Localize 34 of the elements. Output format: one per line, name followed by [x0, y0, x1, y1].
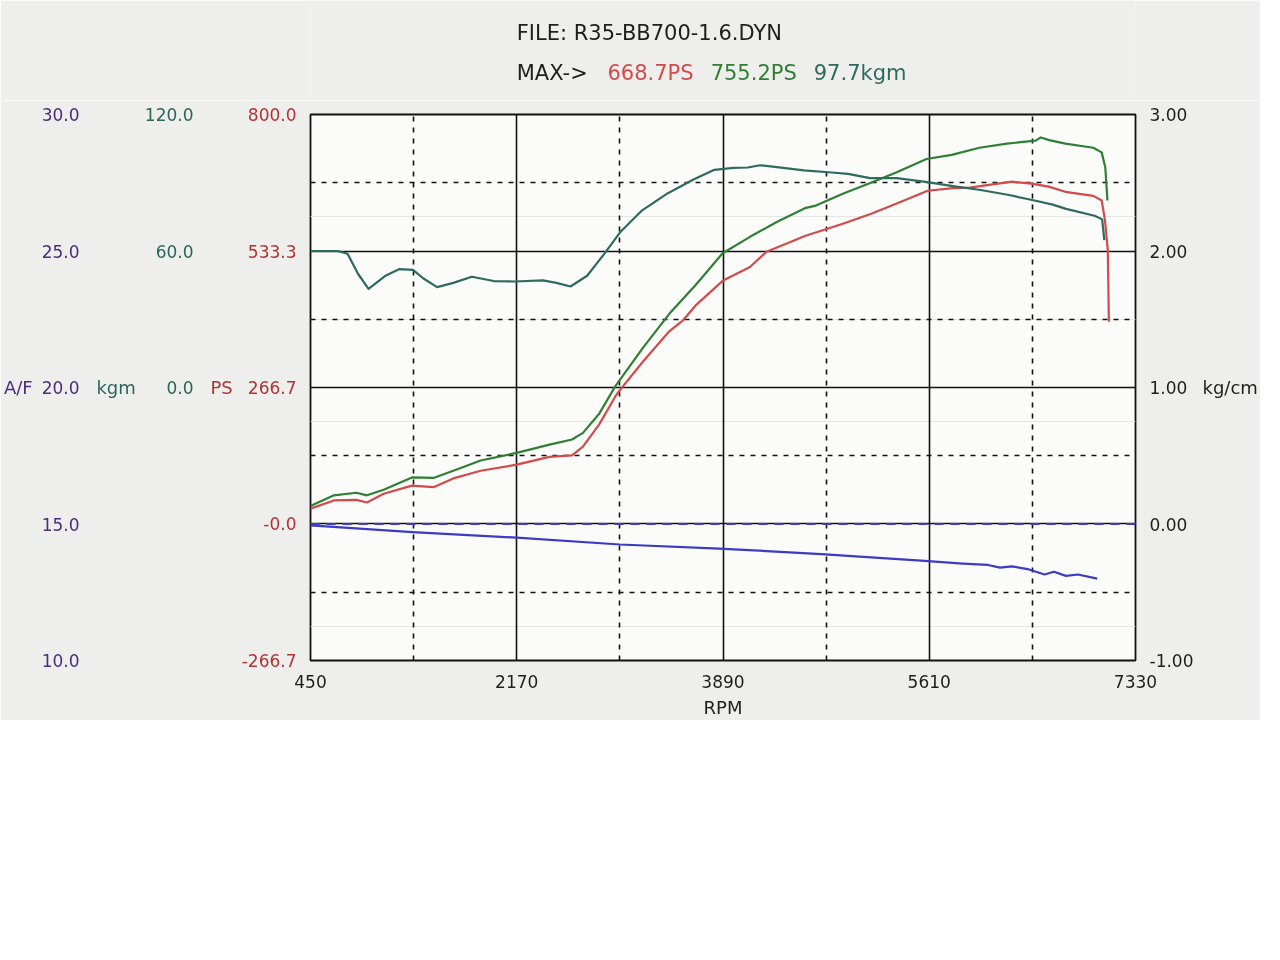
- y3-axis-title: kgm: [96, 377, 136, 398]
- y3-tick-label: 120.0: [144, 105, 194, 125]
- text: 755.2PS: [710, 60, 797, 85]
- y-tick-label: 266.7: [247, 377, 297, 398]
- y-tick-label: 533.3: [247, 241, 297, 262]
- text: 25.0: [41, 241, 80, 262]
- y3-tick-label: 60.0: [155, 241, 194, 262]
- y-tick-label: -0.0: [263, 514, 297, 535]
- chart-title: FILE: R35-BB700-1.6.DYN: [516, 20, 782, 45]
- y2-tick-label: 3.00: [1149, 105, 1188, 125]
- y-tick-label: -266.7: [241, 651, 297, 671]
- chart-subtitle: MAX->: [516, 60, 588, 85]
- text: 30.0: [41, 105, 80, 125]
- y2-tick-label: 2.00: [1149, 241, 1188, 262]
- y2-tick-label: 0.00: [1149, 514, 1188, 535]
- y2-axis-title: kg/cm: [1202, 377, 1258, 398]
- line-series: [310, 164, 1106, 290]
- x-tick-label: 5610: [907, 671, 951, 692]
- text: 10.0: [41, 651, 80, 671]
- text: A/F: [3, 377, 33, 398]
- x-axis-title: RPM: [703, 696, 743, 718]
- text: 668.7PS: [607, 60, 694, 85]
- y2-tick-label: 1.00: [1149, 378, 1188, 398]
- y-tick-label: 800.0: [247, 105, 297, 125]
- y2-tick-label: -1.00: [1149, 651, 1194, 671]
- text: 20.0: [41, 378, 80, 398]
- y3-tick-label: 0.0: [166, 378, 194, 398]
- x-tick-label: 3890: [701, 671, 745, 692]
- y-axis-title: PS: [210, 377, 233, 398]
- x-tick-label: 2170: [495, 671, 539, 692]
- x-tick-label: 450: [294, 671, 327, 692]
- x-tick-label: 7330: [1113, 671, 1158, 692]
- text: 97.7kgm: [813, 60, 907, 85]
- text: 15.0: [41, 514, 80, 535]
